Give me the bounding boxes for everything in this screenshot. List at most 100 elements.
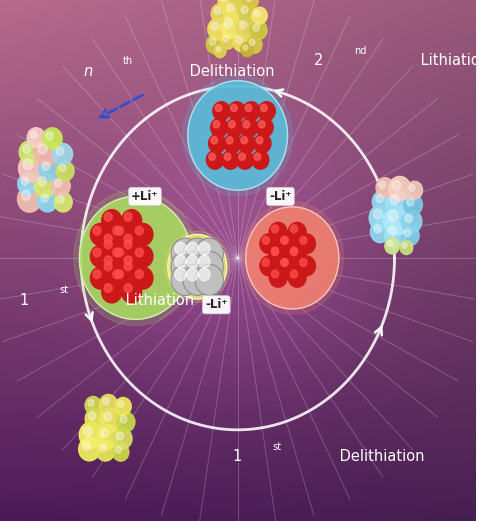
- Circle shape: [124, 234, 132, 243]
- Circle shape: [288, 244, 306, 264]
- Circle shape: [272, 270, 278, 278]
- Circle shape: [236, 151, 254, 169]
- Circle shape: [281, 258, 288, 266]
- Circle shape: [236, 37, 242, 44]
- Circle shape: [250, 21, 267, 40]
- Circle shape: [80, 196, 192, 319]
- Circle shape: [38, 144, 48, 154]
- Circle shape: [228, 102, 246, 120]
- Circle shape: [18, 154, 44, 182]
- Circle shape: [234, 34, 250, 52]
- Circle shape: [34, 173, 56, 197]
- Text: Delithiation: Delithiation: [335, 449, 424, 464]
- Circle shape: [224, 153, 231, 160]
- Circle shape: [288, 268, 306, 287]
- Circle shape: [269, 268, 287, 287]
- Circle shape: [85, 408, 105, 430]
- Circle shape: [386, 190, 410, 216]
- Circle shape: [218, 0, 234, 9]
- Circle shape: [220, 14, 242, 38]
- Circle shape: [133, 267, 153, 289]
- Circle shape: [260, 234, 278, 254]
- Circle shape: [409, 184, 416, 191]
- Circle shape: [104, 256, 112, 265]
- Circle shape: [300, 237, 307, 244]
- Circle shape: [136, 270, 143, 279]
- Polygon shape: [100, 221, 123, 249]
- Circle shape: [120, 416, 127, 423]
- Circle shape: [175, 268, 186, 281]
- Circle shape: [253, 24, 260, 31]
- Circle shape: [54, 179, 62, 187]
- Circle shape: [183, 264, 212, 295]
- Text: 1: 1: [19, 293, 28, 308]
- Text: nd: nd: [354, 46, 366, 56]
- Text: +Li⁺: +Li⁺: [131, 190, 158, 203]
- Circle shape: [85, 396, 102, 414]
- Circle shape: [211, 22, 218, 30]
- Circle shape: [385, 238, 400, 254]
- Circle shape: [216, 47, 220, 52]
- Circle shape: [246, 0, 252, 2]
- Circle shape: [279, 234, 297, 254]
- Circle shape: [38, 177, 46, 186]
- Circle shape: [113, 216, 118, 222]
- Circle shape: [58, 196, 64, 203]
- Circle shape: [116, 446, 121, 453]
- Circle shape: [112, 443, 129, 461]
- Circle shape: [124, 213, 132, 221]
- Circle shape: [113, 267, 133, 289]
- Text: -Li⁺: -Li⁺: [205, 299, 228, 311]
- Text: Lithiation: Lithiation: [121, 293, 194, 308]
- Circle shape: [288, 222, 306, 242]
- Circle shape: [290, 247, 298, 255]
- Circle shape: [241, 202, 344, 314]
- Circle shape: [405, 214, 412, 222]
- Circle shape: [102, 398, 110, 405]
- Circle shape: [124, 256, 132, 265]
- Circle shape: [113, 245, 133, 267]
- Circle shape: [102, 259, 122, 281]
- Circle shape: [288, 245, 306, 265]
- Circle shape: [118, 401, 124, 407]
- Text: Delithiation: Delithiation: [186, 64, 275, 79]
- Circle shape: [406, 181, 422, 199]
- Circle shape: [290, 248, 298, 256]
- Circle shape: [93, 226, 101, 235]
- Polygon shape: [100, 242, 123, 270]
- Circle shape: [246, 207, 339, 309]
- Text: 2: 2: [314, 53, 323, 68]
- Circle shape: [102, 238, 122, 259]
- Text: st: st: [273, 442, 282, 452]
- Circle shape: [100, 444, 106, 452]
- Circle shape: [171, 264, 200, 295]
- Circle shape: [165, 231, 230, 302]
- Circle shape: [93, 248, 101, 257]
- Circle shape: [245, 104, 252, 111]
- Circle shape: [214, 7, 221, 15]
- Circle shape: [82, 441, 90, 450]
- Circle shape: [213, 121, 220, 128]
- Circle shape: [241, 6, 248, 14]
- Circle shape: [41, 194, 48, 202]
- Circle shape: [402, 210, 422, 233]
- Circle shape: [122, 259, 142, 281]
- Polygon shape: [120, 242, 143, 270]
- Circle shape: [298, 256, 316, 276]
- Circle shape: [223, 36, 228, 42]
- Circle shape: [21, 177, 28, 185]
- Text: Lithiation: Lithiation: [416, 53, 489, 68]
- Circle shape: [240, 118, 258, 137]
- Circle shape: [113, 224, 133, 245]
- Circle shape: [102, 231, 122, 253]
- Circle shape: [240, 21, 246, 29]
- Circle shape: [262, 237, 270, 244]
- Circle shape: [113, 226, 121, 235]
- Circle shape: [388, 210, 398, 221]
- Circle shape: [42, 162, 50, 170]
- Text: 1: 1: [233, 449, 242, 464]
- Circle shape: [175, 255, 186, 268]
- Circle shape: [278, 234, 296, 254]
- Circle shape: [18, 173, 38, 195]
- Circle shape: [214, 44, 226, 58]
